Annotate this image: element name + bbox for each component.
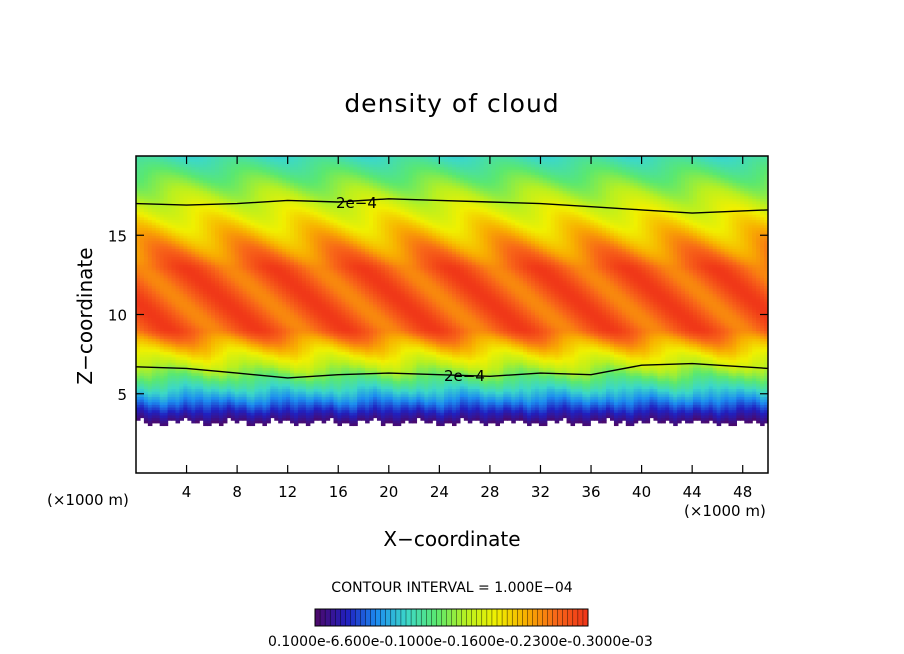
x-tick-label: 16 (329, 483, 348, 501)
colorbar-swatch (461, 608, 468, 627)
colorbar-swatch (557, 608, 564, 627)
plot-area (136, 156, 768, 473)
colorbar-swatch (410, 608, 417, 627)
colorbar-swatch (542, 608, 549, 627)
colorbar-swatch (329, 608, 336, 627)
colorbar-swatch (537, 608, 544, 627)
colorbar-swatch (431, 608, 437, 627)
colorbar-swatch (547, 608, 554, 627)
colorbar-swatch (501, 608, 508, 627)
contour-label-upper: 2e−4 (336, 194, 377, 212)
colorbar-swatch (511, 608, 518, 627)
colorbar-swatch (491, 608, 498, 627)
colorbar-swatch (506, 608, 513, 627)
colorbar-swatch (552, 608, 559, 627)
colorbar-swatch (314, 608, 321, 627)
contour-lines (136, 198, 768, 379)
x-tick-label: 44 (683, 483, 702, 501)
colorbar-swatch (426, 608, 432, 627)
colorbar-swatch (345, 608, 351, 627)
colorbar-swatch (335, 608, 341, 627)
colorbar-swatch (577, 608, 584, 627)
colorbar-labels: 0.1000e-6.600e-0.1000e-0.1600e-0.2300e-0… (268, 634, 653, 650)
colorbar-swatch (436, 608, 442, 627)
colorbar-swatch (496, 608, 503, 627)
contour-label-lower: 2e−4 (444, 367, 485, 385)
colorbar-swatch (517, 608, 523, 627)
colorbar-swatch (582, 608, 589, 627)
colorbar-swatch (441, 608, 447, 627)
colorbar-swatch (471, 608, 478, 627)
colorbar-swatch (486, 608, 493, 627)
y-tick-label: 5 (117, 386, 127, 404)
x-axis-label: X−coordinate (383, 527, 520, 551)
colorbar-swatch (390, 608, 397, 627)
y-axis-label: Z−coordinate (73, 247, 97, 384)
colorbar-swatch (400, 608, 407, 627)
x-tick-label: 32 (531, 483, 550, 501)
colorbar-swatch (456, 608, 463, 627)
x-tick-label: 8 (232, 483, 242, 501)
x-tick-label: 24 (430, 483, 449, 501)
y-tick-label: 15 (108, 227, 127, 245)
colorbar (314, 608, 589, 627)
x-unit-label-right: (×1000 m) (684, 502, 766, 520)
y-tick-label: 10 (108, 307, 127, 325)
colorbar-swatch (451, 608, 458, 627)
contour-interval-text: CONTOUR INTERVAL = 1.000E−04 (331, 580, 572, 596)
colorbar-swatch (324, 608, 331, 627)
x-tick-label: 20 (379, 483, 398, 501)
density-field (136, 156, 768, 427)
colorbar-swatch (476, 608, 483, 627)
colorbar-swatch (370, 608, 377, 627)
colorbar-swatch (395, 608, 402, 627)
colorbar-swatch (420, 608, 427, 627)
x-tick-label: 40 (632, 483, 651, 501)
colorbar-swatch (340, 608, 346, 627)
x-unit-label-left: (×1000 m) (47, 491, 129, 509)
colorbar-swatch (365, 608, 372, 627)
x-axis-ticks: 4 8 12 16 20 24 28 32 36 40 44 48 (182, 156, 752, 501)
colorbar-swatch (572, 608, 579, 627)
colorbar-frame (314, 608, 589, 627)
colorbar-swatch (405, 608, 412, 627)
colorbar-swatch (532, 608, 538, 627)
colorbar-swatch (355, 608, 362, 627)
colorbar-swatch (527, 608, 533, 627)
colorbar-swatch (562, 608, 569, 627)
x-tick-label: 12 (278, 483, 297, 501)
colorbar-swatch (360, 608, 367, 627)
chart-title: density of cloud (344, 89, 559, 118)
colorbar-swatch (350, 608, 356, 627)
colorbar-swatch (375, 608, 382, 627)
colorbar-swatch (466, 608, 473, 627)
contour-line-upper (136, 198, 768, 214)
colorbar-swatch (567, 608, 574, 627)
y-axis-ticks: 5 10 15 (108, 227, 768, 404)
x-tick-label: 36 (581, 483, 600, 501)
colorbar-swatch (446, 608, 453, 627)
colorbar-swatch (385, 608, 392, 627)
contour-line-lower (136, 362, 768, 379)
colorbar-swatch (481, 608, 488, 627)
colorbar-swatch (319, 608, 326, 627)
x-tick-label: 28 (480, 483, 499, 501)
x-tick-label: 48 (733, 483, 752, 501)
x-tick-label: 4 (182, 483, 192, 501)
colorbar-swatch (522, 608, 528, 627)
colorbar-swatch (380, 608, 387, 627)
colorbar-swatch (415, 608, 422, 627)
